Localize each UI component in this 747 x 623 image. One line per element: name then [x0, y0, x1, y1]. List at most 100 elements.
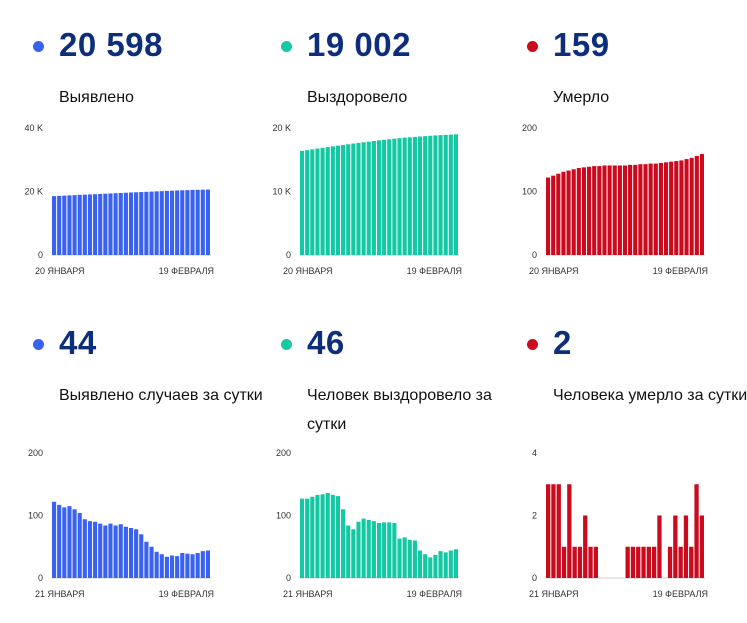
y-tick-label: 100	[522, 187, 537, 197]
bar	[428, 557, 433, 579]
recovered-daily-label: Человек выздоровело за сутки	[307, 387, 492, 433]
bar	[341, 509, 346, 578]
panel-recovered-total: 19 002 Выздоровело 0 10 K 20 K 20 ЯНВАРЯ 19 …	[272, 25, 521, 325]
bar	[77, 513, 82, 578]
bar	[330, 146, 335, 255]
bar	[371, 521, 376, 579]
deaths-total-chart: 0 100 200 20 ЯНВАРЯ 19 ФЕВРАЛЯ	[522, 123, 708, 276]
panel-deaths-total: 159 Умерло 0 100 200 20 ЯНВАРЯ 19 ФЕВРАЛЯ	[522, 25, 747, 325]
bar	[428, 135, 433, 255]
bar	[566, 170, 571, 255]
bar	[103, 525, 108, 578]
bar	[185, 190, 190, 255]
bar	[57, 504, 62, 579]
bar	[407, 137, 412, 255]
bar	[678, 546, 683, 578]
bar	[417, 550, 423, 578]
x-tick-label-end: 19 ФЕВРАЛЯ	[407, 266, 462, 276]
bar	[453, 549, 458, 578]
bar	[87, 521, 93, 579]
x-tick-label-start: 21 ЯНВАРЯ	[529, 589, 579, 599]
bar	[341, 144, 346, 255]
bar	[190, 554, 195, 578]
bar	[684, 159, 689, 255]
bar	[144, 191, 149, 255]
bar	[169, 190, 175, 255]
bar	[622, 165, 628, 255]
y-tick-label: 0	[286, 250, 291, 260]
cases-daily-value: 44	[59, 324, 97, 361]
bar	[587, 166, 592, 255]
y-tick-label: 4	[532, 448, 537, 458]
x-tick-label-end: 19 ФЕВРАЛЯ	[407, 589, 462, 599]
bar	[433, 554, 438, 579]
bar	[113, 193, 118, 255]
bar	[139, 534, 144, 578]
bar	[87, 194, 93, 255]
bar	[577, 546, 583, 578]
bar	[448, 134, 453, 255]
bar	[134, 192, 139, 255]
bar	[154, 191, 159, 255]
bar	[310, 149, 315, 255]
deaths-daily-label: Человека умерло за сутки	[553, 387, 747, 404]
bar	[149, 546, 154, 578]
bar	[673, 515, 678, 578]
bar	[387, 139, 392, 255]
recovered-total-label: Выздоровело	[307, 89, 408, 106]
cases-total-chart: 0 20 K 40 K 20 ЯНВАРЯ 19 ФЕВРАЛЯ	[24, 123, 214, 276]
bar	[443, 552, 448, 579]
bar	[572, 546, 577, 578]
bar	[653, 163, 658, 255]
bar	[551, 175, 556, 256]
dot-blue-icon	[33, 41, 44, 52]
bar	[315, 148, 320, 255]
bar	[593, 546, 598, 578]
bar	[346, 525, 351, 578]
dot-blue-icon	[33, 339, 44, 350]
y-tick-label: 0	[532, 250, 537, 260]
bar	[607, 165, 612, 255]
bar	[652, 546, 657, 578]
bar	[392, 138, 397, 255]
y-tick-label: 10 K	[272, 187, 291, 197]
bar	[387, 522, 392, 579]
bar	[98, 193, 103, 255]
bar	[351, 143, 356, 255]
bar	[195, 189, 200, 255]
bar	[139, 192, 144, 255]
bar	[625, 546, 630, 578]
bar	[683, 515, 689, 578]
bar	[423, 554, 428, 578]
bar	[72, 195, 77, 255]
bar	[402, 537, 407, 579]
bar	[200, 189, 205, 255]
x-tick-label-start: 21 ЯНВАРЯ	[35, 589, 85, 599]
bar	[57, 195, 62, 255]
dot-red-icon	[527, 41, 538, 52]
recovered-daily-value: 46	[307, 324, 345, 361]
bar	[417, 136, 423, 255]
bar	[694, 484, 699, 578]
bar	[67, 195, 72, 255]
bar	[361, 518, 366, 579]
bar	[164, 556, 169, 578]
deaths-total-label: Умерло	[553, 89, 610, 106]
bar	[376, 140, 382, 255]
bar	[633, 164, 638, 255]
dot-teal-icon	[281, 41, 292, 52]
bar	[108, 523, 113, 579]
recovered-daily-chart: 0 100 200 21 ЯНВАРЯ 19 ФЕВРАЛЯ	[276, 448, 462, 599]
bar	[361, 142, 366, 255]
bar	[561, 171, 566, 255]
bar	[67, 506, 72, 579]
bar	[62, 195, 67, 255]
cases-total-value: 20 598	[59, 26, 163, 63]
bar	[300, 150, 305, 255]
bar	[164, 190, 169, 255]
cases-daily-chart: 0 100 200 21 ЯНВАРЯ 19 ФЕВРАЛЯ	[28, 448, 214, 599]
bar	[376, 523, 382, 578]
dot-teal-icon	[281, 339, 292, 350]
bar	[402, 137, 407, 255]
y-tick-label: 200	[28, 448, 43, 458]
